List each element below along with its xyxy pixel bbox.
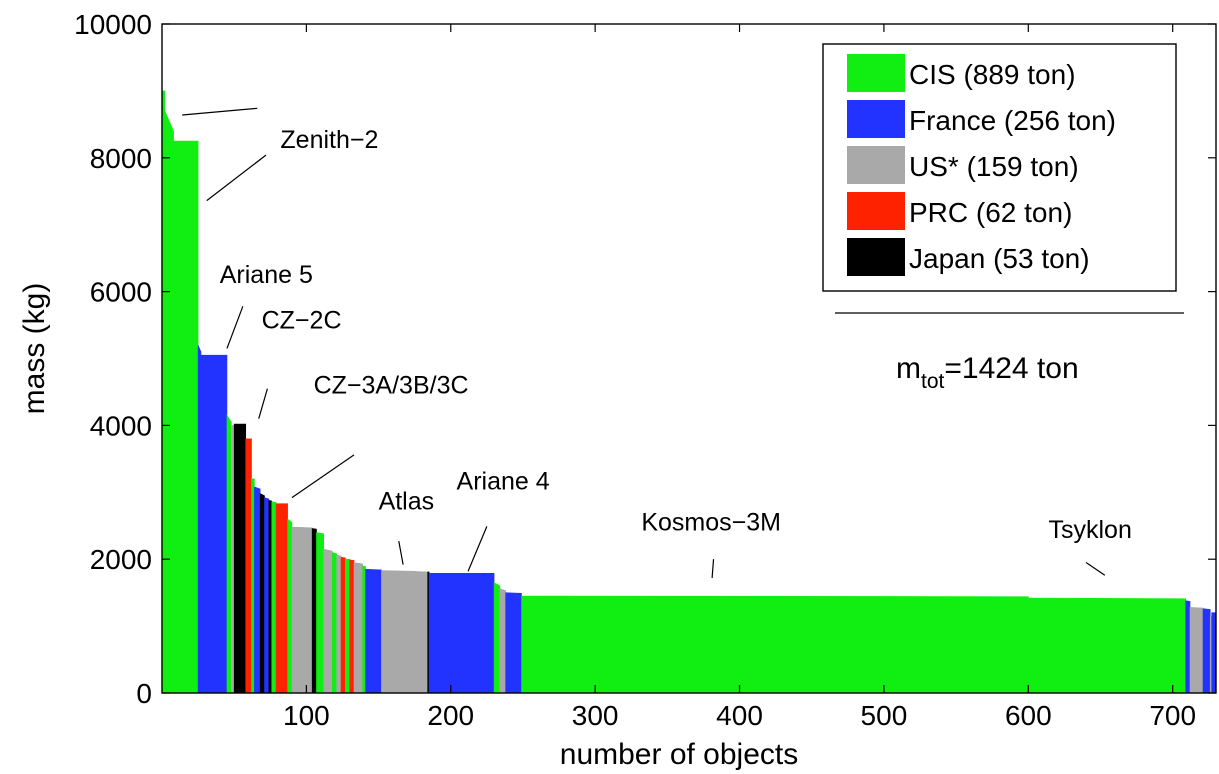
plot-frame <box>161 23 1217 694</box>
area-segment-39 <box>1189 607 1204 694</box>
area-segment-16 <box>287 518 293 694</box>
area-segment-3 <box>197 345 202 694</box>
x-tick-label-0: 100 <box>283 700 330 731</box>
area-segment-1 <box>164 110 174 694</box>
x-tick-label-5: 600 <box>1005 700 1052 731</box>
x-tick-label-3: 400 <box>716 700 763 731</box>
annotation-line-0-0 <box>182 107 258 116</box>
annotation-line-0-1 <box>206 154 267 202</box>
legend-swatch-prc <box>847 192 905 230</box>
y-tick-label-3: 6000 <box>90 277 152 308</box>
area-segment-10 <box>254 486 261 694</box>
annotation-line-3-0 <box>291 454 355 499</box>
y-tick-label-2: 4000 <box>90 410 152 441</box>
area-segment-9 <box>251 478 255 694</box>
x-tick-label-6: 700 <box>1149 700 1196 731</box>
area-segment-22 <box>336 554 342 694</box>
area-segment-32 <box>428 572 495 694</box>
area-segment-17 <box>291 526 313 694</box>
area-segment-14 <box>271 501 277 694</box>
area-segment-37 <box>1028 597 1186 694</box>
annotation-label-0: Zenith−2 <box>280 126 378 154</box>
legend-entry-japan: Japan (53 ton) <box>909 243 1090 274</box>
legend-swatch-japan <box>847 238 905 276</box>
y-tick-label-0: 0 <box>136 678 152 709</box>
annotation-labels: Zenith−2 Ariane 5 CZ−2C CZ−3A/3B/3C Atlas Ari… <box>220 126 1132 544</box>
annotation-line-7-0 <box>1085 562 1106 576</box>
total-mass-label: mtot=1424 ton <box>896 352 1079 393</box>
x-tick-label-2: 300 <box>572 700 619 731</box>
area-segment-15 <box>275 503 288 694</box>
area-segment-28 <box>365 568 382 694</box>
annotation-line-4-0 <box>398 541 404 565</box>
area-segment-11 <box>259 493 265 694</box>
area-segment-12 <box>264 497 270 694</box>
annotation-label-7: Tsyklon <box>1049 516 1132 544</box>
area-segment-18 <box>311 528 317 694</box>
y-axis-label: mass (kg) <box>18 283 51 415</box>
annotation-label-3: CZ−3A/3B/3C <box>314 371 469 399</box>
legend-entry-prc: PRC (62 ton) <box>909 197 1072 228</box>
legend-entry-france: France (256 ton) <box>909 105 1116 136</box>
area-segment-20 <box>323 548 333 694</box>
annotation-label-2: CZ−2C <box>262 306 342 334</box>
area-segment-6 <box>231 425 235 694</box>
total-mass-subscript: tot <box>921 370 945 393</box>
area-segment-5 <box>226 414 232 694</box>
area-segment-29 <box>381 570 417 694</box>
area-segment-40 <box>1202 608 1211 694</box>
area-segment-21 <box>332 552 338 694</box>
annotation-line-5-0 <box>467 526 488 572</box>
annotation-line-2-0 <box>258 388 268 419</box>
x-axis-label: number of objects <box>560 738 798 771</box>
annotation-line-1-0 <box>226 306 244 349</box>
annotation-label-1: Ariane 5 <box>220 261 313 289</box>
legend-swatch-france <box>847 100 905 138</box>
area-segment-27 <box>362 565 366 694</box>
tick-labels: 100 200 300 400 500 600 700 0 2000 4000 6000 8000 10… <box>74 9 1196 731</box>
total-mass-symbol: m <box>896 352 921 385</box>
area-segment-36 <box>521 595 1029 694</box>
area-segment-33 <box>493 582 501 694</box>
area-segment-34 <box>499 588 506 694</box>
y-tick-label-1: 2000 <box>90 544 152 575</box>
area-segment-2 <box>173 140 199 694</box>
legend: CIS (889 ton) France (256 ton) US* (159 to… <box>822 43 1177 292</box>
area-segment-38 <box>1185 600 1191 694</box>
area-segment-7 <box>233 423 247 694</box>
area-segment-4 <box>200 354 228 694</box>
area-segment-30 <box>415 571 428 694</box>
area-segment-25 <box>349 559 355 694</box>
legend-swatch-cis <box>847 54 905 92</box>
area-segment-35 <box>505 592 522 694</box>
area-segment-23 <box>340 556 346 694</box>
annotation-leader-lines <box>182 107 1106 578</box>
area-segment-8 <box>245 438 252 694</box>
x-tick-label-4: 500 <box>861 700 908 731</box>
area-segment-13 <box>268 499 273 694</box>
legend-entry-cis: CIS (889 ton) <box>909 59 1076 90</box>
legend-swatch-us <box>847 146 905 184</box>
y-tick-label-5: 10000 <box>74 9 152 40</box>
axes <box>161 23 1217 694</box>
annotation-label-5: Ariane 4 <box>457 468 550 496</box>
y-tick-label-4: 8000 <box>90 143 152 174</box>
annotation-label-6: Kosmos−3M <box>641 508 781 536</box>
chart-area-segments <box>161 90 1217 694</box>
area-segment-19 <box>316 532 325 694</box>
area-segment-26 <box>353 562 363 694</box>
legend-entry-us: US* (159 ton) <box>909 151 1079 182</box>
area-segment-24 <box>345 558 350 694</box>
annotation-label-4: Atlas <box>379 488 435 516</box>
x-tick-label-1: 200 <box>427 700 474 731</box>
annotation-line-6-0 <box>711 559 715 578</box>
total-mass-value: =1424 ton <box>944 352 1078 385</box>
